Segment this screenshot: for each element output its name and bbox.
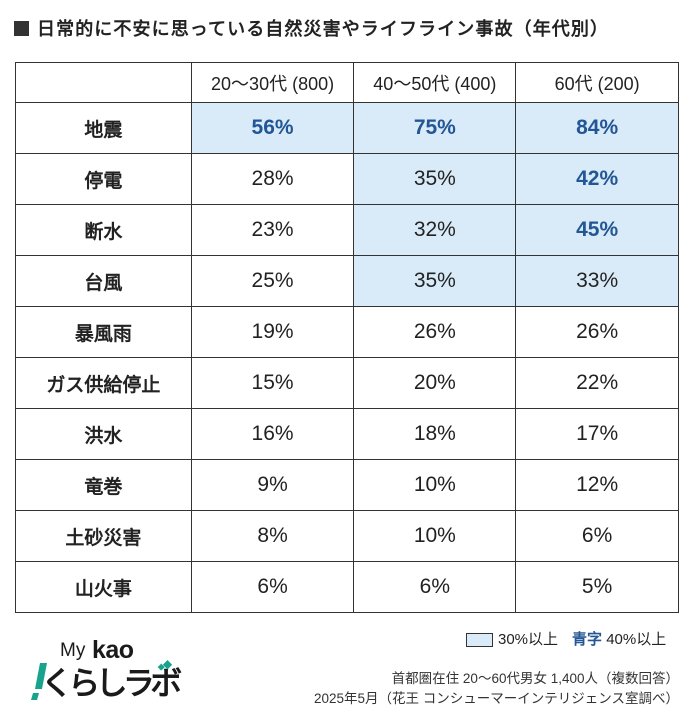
svg-text:kao: kao <box>92 636 134 664</box>
svg-text:My: My <box>60 640 86 661</box>
